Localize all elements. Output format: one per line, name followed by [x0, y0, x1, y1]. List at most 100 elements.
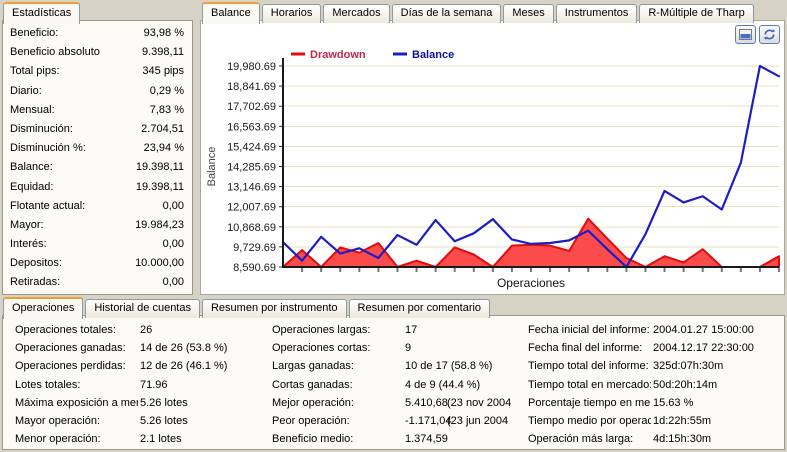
summary-row: Fecha final del informe: 2004.12.17 22:30…	[528, 342, 782, 360]
summary-row: Tiempo medio por operaci 1d:22h:55m	[528, 415, 782, 433]
summary-row: Tiempo total del informe: 325d:07h:30m	[528, 360, 782, 378]
stat-label: Flotante actual:	[10, 199, 86, 212]
x-axis-title: Operaciones	[497, 276, 565, 290]
chart-tabbar: Balance Horarios Mercados Días de la sem…	[202, 2, 754, 24]
stat-label: Interés:	[10, 238, 47, 251]
balance-line	[281, 64, 781, 269]
tab-balance[interactable]: Balance	[202, 2, 260, 24]
summary-label: Tiempo total en mercado:	[528, 378, 651, 391]
summary-row: Operación más larga: 4d:15h:30m	[528, 433, 782, 451]
stat-row: Beneficio absoluto 9.398,11	[10, 46, 184, 65]
summary-value: 14 de 26 (53.8 %)	[140, 342, 228, 355]
summary-value: 5.410,68	[405, 396, 448, 409]
chart-toolbar	[735, 25, 780, 44]
legend-drawdown-label: Drawdown	[310, 49, 366, 61]
summary-row: Menor operación: 2.1 lotes	[15, 433, 267, 451]
summary-column-3: Fecha inicial del informe: 2004.01.27 15:…	[528, 324, 782, 451]
tab-historial-de-cuentas[interactable]: Historial de cuentas	[85, 299, 200, 318]
summary-value: 1.374,59	[405, 433, 448, 446]
stat-label: Mayor:	[10, 218, 44, 231]
summary-tabbar: Operaciones Historial de cuentas Resumen…	[3, 297, 491, 319]
summary-row: Lotes totales: 71.96	[15, 379, 267, 397]
stat-label: Balance:	[10, 161, 53, 174]
summary-label: Mejor operación:	[272, 396, 354, 409]
stat-label: Beneficio:	[10, 27, 59, 39]
summary-value: 26	[140, 324, 153, 336]
summary-value: 4 de 9 (44.4 %)	[405, 378, 481, 391]
summary-value: 4d:15h:30m	[653, 433, 712, 446]
summary-value: 12 de 26 (46.1 %)	[140, 360, 228, 373]
y-tick-label: 15,424.69	[227, 141, 276, 153]
tab-estadisticas[interactable]: Estadísticas	[3, 2, 81, 24]
summary-value: 325d:07h:30m	[653, 360, 724, 373]
summary-row: Fecha inicial del informe: 2004.01.27 15:…	[528, 324, 782, 342]
summary-row: Peor operación: -1.171,04 (23 jun 2004	[272, 415, 524, 433]
summary-label: Beneficio medio:	[272, 433, 354, 446]
summary-value: 17	[405, 324, 418, 336]
summary-row: Tiempo total en mercado: 50d:20h:14m	[528, 379, 782, 397]
refresh-button[interactable]	[759, 25, 780, 44]
stat-label: Total pips:	[10, 65, 60, 78]
stat-label: Equidad:	[10, 180, 54, 193]
summary-date-note: (23 nov 2004	[447, 396, 512, 409]
summary-row: Operaciones totales: 26	[15, 324, 267, 342]
summary-label: Fecha final del informe:	[528, 342, 643, 355]
operations-summary-panel: Operaciones totales: 26 Operaciones ganad…	[2, 315, 785, 450]
y-tick-label: 18,841.69	[227, 81, 276, 93]
tab-horarios[interactable]: Horarios	[261, 4, 322, 23]
y-tick-label: 19,980.69	[227, 61, 276, 73]
summary-column-2: Operaciones largas: 17 Operaciones cortas…	[272, 324, 524, 451]
summary-row: Largas ganadas: 10 de 17 (58.8 %)	[272, 360, 524, 378]
stat-value: 2.704,51	[141, 122, 184, 135]
stat-value: 19.398,11	[135, 161, 184, 174]
summary-row: Porcentaje tiempo en mer 15.63 %	[528, 397, 782, 415]
stats-panel: Beneficio: 93,98 % Beneficio absoluto 9.39…	[2, 20, 193, 295]
tab-instrumentos[interactable]: Instrumentos	[555, 4, 638, 23]
summary-label: Lotes totales:	[15, 378, 81, 391]
summary-label: Operaciones ganadas:	[15, 342, 126, 355]
y-tick-label: 12,007.69	[227, 202, 276, 214]
stat-row: Disminución: 2.704,51	[10, 123, 184, 142]
summary-value: 2004.12.17 22:30:00	[653, 342, 754, 355]
export-image-button[interactable]	[735, 25, 756, 44]
summary-row: Operaciones perdidas: 12 de 26 (46.1 %)	[15, 360, 267, 378]
stat-value: 0,00	[162, 238, 184, 251]
stat-value: 10.000,00	[135, 257, 184, 270]
stat-label: Disminución %:	[10, 142, 86, 155]
tab-mercados[interactable]: Mercados	[323, 4, 390, 23]
summary-value: 10 de 17 (58.8 %)	[405, 360, 493, 373]
summary-row: Mayor operación: 5.26 lotes	[15, 415, 267, 433]
y-tick-label: 17,702.69	[227, 101, 276, 113]
stat-row: Disminución %: 23,94 %	[10, 142, 184, 161]
tab-resumen-por-comentario[interactable]: Resumen por comentario	[348, 299, 491, 318]
stat-value: 0,00	[162, 276, 184, 289]
balance-chart-panel: 19,980.69 18,841.69 17,702.69 16,563.69 15,4…	[200, 20, 785, 295]
stat-label: Diario:	[10, 84, 42, 97]
summary-label: Cortas ganadas:	[272, 378, 353, 391]
stat-row: Balance: 19.398,11	[10, 161, 184, 180]
stat-label: Retiradas:	[10, 276, 61, 289]
summary-label: Fecha inicial del informe:	[528, 324, 650, 336]
tab-resumen-por-instrumento[interactable]: Resumen por instrumento	[201, 299, 347, 318]
summary-label: Operaciones perdidas:	[15, 360, 126, 373]
tab-r-multiple-de-tharp[interactable]: R-Múltiple de Tharp	[639, 4, 754, 23]
stat-value: 7,83 %	[149, 103, 184, 116]
summary-row: Operaciones largas: 17	[272, 324, 524, 342]
stat-row: Mensual: 7,83 %	[10, 104, 184, 123]
y-tick-label: 13,146.69	[227, 182, 276, 194]
export-image-icon	[739, 29, 752, 40]
tab-dias-de-la-semana[interactable]: Días de la semana	[391, 4, 502, 23]
stat-row: Interés: 0,00	[10, 238, 184, 257]
y-tick-label: 14,285.69	[227, 162, 276, 174]
stat-row: Beneficio: 93,98 %	[10, 27, 184, 46]
summary-label: Tiempo medio por operaci	[528, 414, 651, 427]
summary-label: Operación más larga:	[528, 433, 634, 446]
y-tick-label: 10,868.69	[227, 222, 276, 234]
tab-operaciones[interactable]: Operaciones	[3, 297, 84, 319]
summary-row: Beneficio medio: 1.374,59	[272, 433, 524, 451]
y-tick-label: 9,729.69	[233, 242, 276, 254]
summary-value: 2.1 lotes	[140, 433, 182, 446]
summary-value: 1d:22h:55m	[653, 414, 712, 427]
tab-meses[interactable]: Meses	[503, 4, 554, 23]
stat-row: Flotante actual: 0,00	[10, 200, 184, 219]
